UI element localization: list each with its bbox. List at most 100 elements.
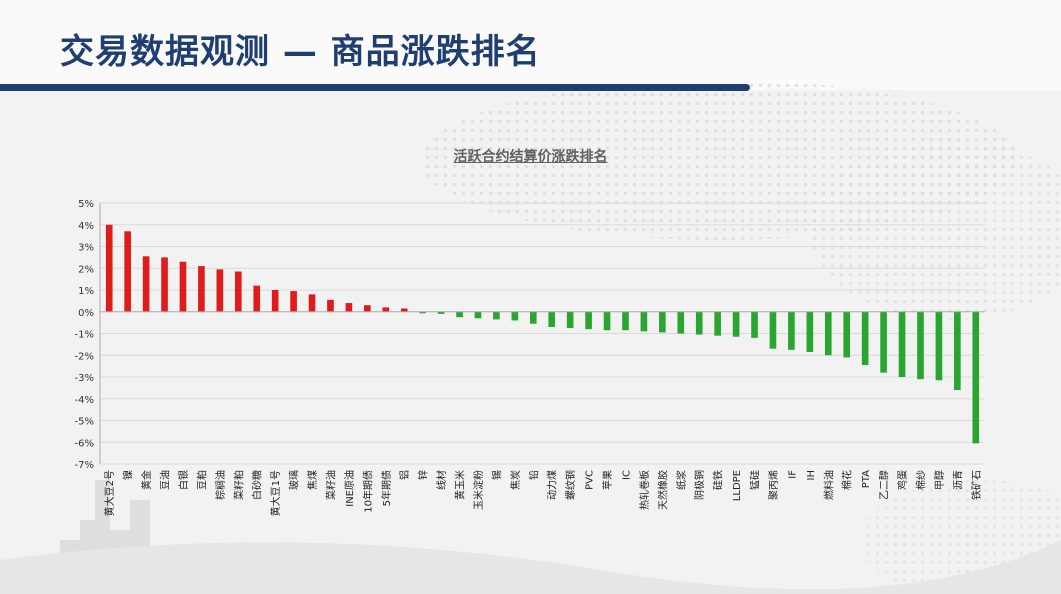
y-tick-label: -2% bbox=[75, 351, 94, 362]
x-tick-label: PVC bbox=[585, 470, 596, 490]
x-tick-label: 棉纱 bbox=[914, 470, 927, 490]
x-tick-label: 玉米淀粉 bbox=[472, 470, 485, 510]
bar bbox=[271, 290, 279, 312]
bar bbox=[161, 257, 168, 312]
bar bbox=[308, 294, 316, 312]
bar bbox=[124, 231, 131, 312]
y-tick-label: 2% bbox=[78, 264, 94, 275]
bar bbox=[861, 311, 869, 366]
bar bbox=[972, 311, 980, 444]
bar bbox=[935, 311, 943, 381]
bar bbox=[806, 311, 814, 352]
x-tick-label: 黄大豆1号 bbox=[269, 470, 282, 516]
y-tick-label: -6% bbox=[75, 438, 94, 449]
x-tick-label: 螺纹钢 bbox=[564, 470, 577, 500]
x-tick-label: 热轧卷板 bbox=[638, 470, 651, 510]
x-tick-label: PTA bbox=[861, 470, 872, 488]
x-tick-label: 铁矿石 bbox=[970, 470, 983, 500]
x-tick-label: 锰硅 bbox=[749, 470, 762, 490]
x-tick-label: IF bbox=[787, 470, 798, 479]
x-tick-label: 黄玉米 bbox=[454, 470, 467, 500]
bar bbox=[234, 271, 242, 312]
x-tick-label: 天然橡胶 bbox=[656, 470, 669, 510]
bar bbox=[382, 307, 390, 312]
x-tick-label: LLDPE bbox=[732, 470, 743, 501]
x-tick-label: 玻璃 bbox=[288, 470, 301, 490]
bar bbox=[290, 291, 297, 312]
bar bbox=[216, 269, 224, 312]
bar bbox=[400, 308, 408, 312]
bar bbox=[548, 311, 556, 327]
x-tick-label: IH bbox=[806, 470, 817, 480]
chart-title: 活跃合约结算价涨跌排名 bbox=[453, 149, 608, 165]
bar bbox=[714, 311, 721, 336]
x-tick-label: 纸浆 bbox=[675, 470, 688, 490]
bar bbox=[566, 311, 574, 329]
x-tick-label: 硅铁 bbox=[712, 470, 725, 490]
y-tick-label: 0% bbox=[78, 308, 94, 319]
bar bbox=[364, 305, 371, 312]
x-tick-label: 焦煤 bbox=[306, 470, 319, 490]
x-tick-label: 棕榈油 bbox=[214, 470, 227, 500]
bar bbox=[659, 311, 666, 333]
y-tick-label: 1% bbox=[78, 286, 94, 297]
bar bbox=[474, 311, 482, 319]
bar bbox=[917, 311, 924, 380]
x-tick-label: 5年期债 bbox=[380, 470, 393, 506]
bar bbox=[327, 299, 334, 312]
bar bbox=[437, 311, 445, 314]
x-tick-label: 线材 bbox=[435, 470, 448, 490]
x-tick-label: 甲醇 bbox=[933, 470, 946, 490]
bar bbox=[640, 311, 648, 332]
x-tick-label: 锌 bbox=[417, 470, 430, 480]
x-tick-label: 菜籽粕 bbox=[232, 470, 245, 500]
bar bbox=[345, 303, 353, 312]
y-tick-label: 4% bbox=[78, 221, 94, 232]
bar bbox=[824, 311, 832, 356]
x-tick-label: 铝 bbox=[399, 470, 411, 480]
bar bbox=[677, 311, 685, 334]
title-underline-bar bbox=[0, 84, 750, 91]
x-tick-label: 铅 bbox=[527, 470, 540, 480]
x-tick-label: 鸡蛋 bbox=[896, 470, 909, 490]
y-tick-label: -5% bbox=[75, 417, 94, 428]
bar bbox=[142, 256, 150, 312]
x-tick-label: 黄金 bbox=[140, 470, 153, 490]
bar bbox=[769, 311, 777, 349]
bar bbox=[898, 311, 906, 377]
y-tick-label: -4% bbox=[75, 395, 94, 406]
x-tick-label: IC bbox=[621, 470, 632, 480]
y-tick-label: -1% bbox=[75, 330, 94, 341]
x-tick-label: 10年期债 bbox=[361, 470, 374, 513]
x-tick-label: 豆油 bbox=[159, 470, 172, 490]
bar bbox=[603, 311, 611, 331]
bar bbox=[788, 311, 795, 350]
x-tick-label: 豆粕 bbox=[195, 470, 208, 490]
bar bbox=[751, 311, 758, 338]
bar bbox=[529, 311, 537, 324]
bar bbox=[179, 261, 187, 312]
bar bbox=[253, 285, 261, 312]
x-tick-label: 聚丙烯 bbox=[767, 470, 780, 500]
bar bbox=[511, 311, 519, 321]
x-tick-label: 黄大豆2号 bbox=[103, 470, 116, 516]
bar bbox=[419, 311, 426, 314]
x-tick-label: 白砂糖 bbox=[251, 470, 264, 500]
x-tick-label: 菜籽油 bbox=[324, 470, 337, 500]
x-tick-label: 燃料油 bbox=[822, 470, 835, 500]
x-tick-label: 沥青 bbox=[951, 470, 964, 490]
x-tick-label: 焦炭 bbox=[509, 470, 522, 490]
y-tick-label: -7% bbox=[75, 460, 94, 471]
x-tick-label: 苹果 bbox=[601, 470, 614, 490]
page-title: 交易数据观测 — 商品涨跌排名 bbox=[60, 32, 541, 72]
bar bbox=[843, 311, 851, 358]
bar bbox=[456, 311, 463, 318]
bar bbox=[880, 311, 887, 373]
x-tick-label: 乙二醇 bbox=[878, 470, 891, 500]
bar bbox=[695, 311, 703, 335]
bar bbox=[493, 311, 500, 320]
x-tick-label: INE原油 bbox=[343, 470, 356, 507]
bar bbox=[198, 266, 205, 312]
x-tick-label: 镍 bbox=[122, 470, 135, 480]
